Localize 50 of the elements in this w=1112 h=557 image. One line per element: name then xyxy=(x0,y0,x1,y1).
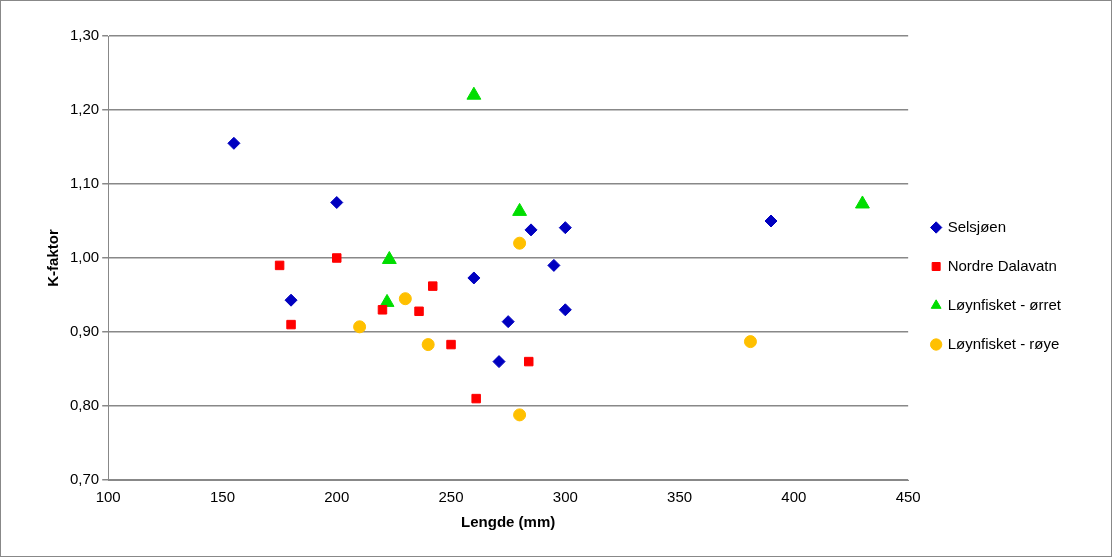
legend-label: Løynfisket - ørret xyxy=(947,295,1062,313)
x-tick-label: 300 xyxy=(552,488,578,506)
x-tick-label: 100 xyxy=(95,488,121,506)
y-tick-label: 1,00 xyxy=(69,248,100,266)
legend-label: Nordre Dalavatn xyxy=(947,256,1057,274)
point xyxy=(524,356,534,367)
x-tick-label: 150 xyxy=(209,488,235,506)
point xyxy=(855,195,870,209)
point xyxy=(353,320,367,334)
point xyxy=(512,202,528,216)
point xyxy=(398,292,412,306)
y-tick-label: 1,10 xyxy=(69,174,100,192)
legend-label: Selsjøen xyxy=(947,217,1007,235)
point xyxy=(471,393,481,404)
point xyxy=(524,223,538,237)
point xyxy=(547,258,561,272)
point xyxy=(558,221,572,235)
point xyxy=(284,293,298,307)
point xyxy=(513,408,527,422)
point xyxy=(377,305,388,315)
point xyxy=(466,86,482,100)
point xyxy=(227,136,241,150)
point xyxy=(330,196,344,209)
point xyxy=(428,281,438,291)
x-tick-label: 450 xyxy=(895,488,921,506)
y-tick-label: 0,70 xyxy=(69,470,100,488)
point xyxy=(743,335,757,349)
point xyxy=(286,319,296,330)
point xyxy=(467,271,481,285)
y-axis-title: K-faktor xyxy=(44,229,62,287)
point xyxy=(558,303,572,317)
point xyxy=(421,338,435,352)
point xyxy=(332,253,342,263)
y-tick-label: 1,20 xyxy=(69,100,100,118)
point xyxy=(274,260,285,271)
point xyxy=(446,339,456,350)
y-tick-label: 1,30 xyxy=(69,26,100,44)
x-tick-label: 350 xyxy=(667,488,693,506)
x-tick-label: 200 xyxy=(324,488,350,506)
y-tick-label: 0,90 xyxy=(69,322,100,340)
point xyxy=(492,355,506,369)
point xyxy=(414,306,424,317)
x-axis-title: Lengde (mm) xyxy=(461,513,556,531)
x-tick-label: 400 xyxy=(781,488,807,506)
x-tick-label: 250 xyxy=(438,488,464,506)
legend-label: Løynfisket - røye xyxy=(947,334,1060,352)
point xyxy=(501,315,515,329)
point xyxy=(764,214,778,228)
point xyxy=(513,236,527,250)
y-tick-label: 0,80 xyxy=(69,396,100,414)
